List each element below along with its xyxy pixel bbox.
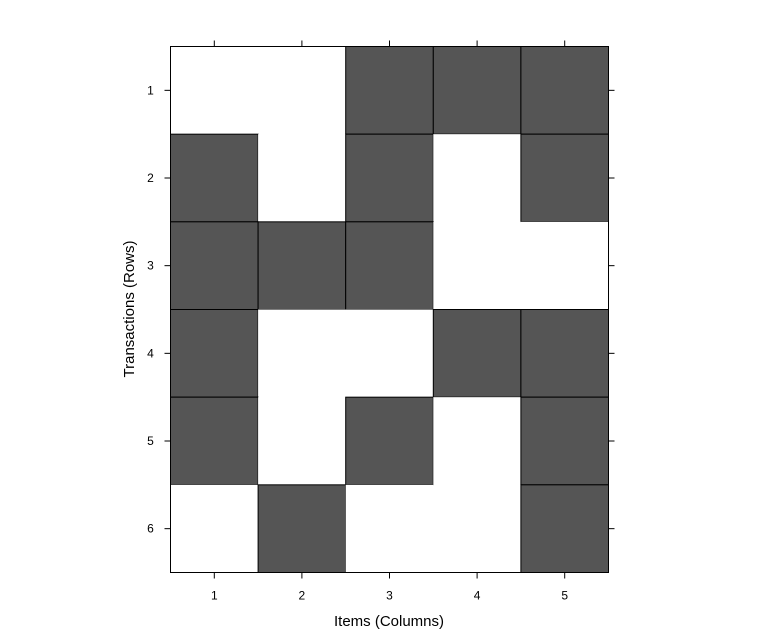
heatmap-cell-r2-c5 (520, 133, 610, 223)
heatmap-cell-r1-c4 (432, 46, 522, 135)
heatmap-cell-r2-c2 (258, 134, 346, 222)
x-tick-label-1: 1 (211, 589, 218, 603)
heatmap-cell-r4-c2 (258, 309, 346, 398)
y-tick-label-5: 5 (147, 434, 154, 448)
heatmap-cell-r5-c3 (345, 396, 434, 486)
x-tick-label-4: 4 (474, 589, 481, 603)
y-tick-label-3: 3 (147, 259, 154, 273)
y-tick-label-4: 4 (147, 346, 154, 360)
heatmap-cell-r1-c3 (345, 46, 434, 135)
heatmap-cell-r6-c2 (257, 484, 347, 574)
heatmap-cell-r3-c3 (345, 221, 434, 310)
heatmap-cell-r2-c3 (345, 133, 434, 223)
heatmap-cell-r3-c1 (170, 221, 259, 310)
heatmap-cell-r5-c2 (258, 397, 346, 485)
axis-ticks (164, 40, 615, 579)
heatmap-cell-r1-c2 (258, 46, 346, 135)
y-tick-labels: 1 2 3 4 5 6 (147, 83, 154, 535)
x-tick-label-3: 3 (386, 589, 393, 603)
y-tick-label-2: 2 (147, 171, 154, 185)
heatmap-cell-r1-c1 (170, 46, 259, 135)
heatmap-cell-r3-c2 (257, 221, 347, 310)
heatmap-cell-r4-c1 (170, 309, 259, 398)
x-tick-label-5: 5 (561, 589, 568, 603)
y-tick-label-6: 6 (147, 522, 154, 536)
x-tick-labels: 1 2 3 4 5 (211, 589, 568, 603)
heatmap-cell-r1-c5 (520, 46, 610, 135)
heatmap-cell-r3-c5 (520, 221, 609, 310)
heatmap-cell-r6-c1 (170, 484, 259, 573)
heatmap-cell-r2-c4 (433, 134, 521, 222)
heatmap-cell-r6-c3 (345, 484, 434, 573)
heatmap-cell-r2-c1 (170, 133, 259, 223)
heatmap-cells (170, 46, 610, 574)
heatmap-cell-r5-c5 (520, 396, 610, 486)
heatmap-cell-r5-c4 (433, 397, 521, 485)
heatmap-cell-r4-c5 (520, 309, 610, 398)
y-axis-label: Transactions (Rows) (121, 241, 138, 378)
heatmap-cell-r4-c3 (345, 309, 434, 398)
y-tick-label-1: 1 (147, 83, 154, 97)
x-axis-label: Items (Columns) (334, 613, 444, 630)
heatmap-cell-r6-c5 (520, 484, 610, 574)
x-tick-label-2: 2 (299, 589, 306, 603)
heatmap-cell-r3-c4 (433, 221, 521, 310)
heatmap-cell-r6-c4 (433, 484, 521, 573)
heatmap-cell-r5-c1 (170, 396, 259, 486)
heatmap-cell-r4-c4 (432, 309, 522, 398)
